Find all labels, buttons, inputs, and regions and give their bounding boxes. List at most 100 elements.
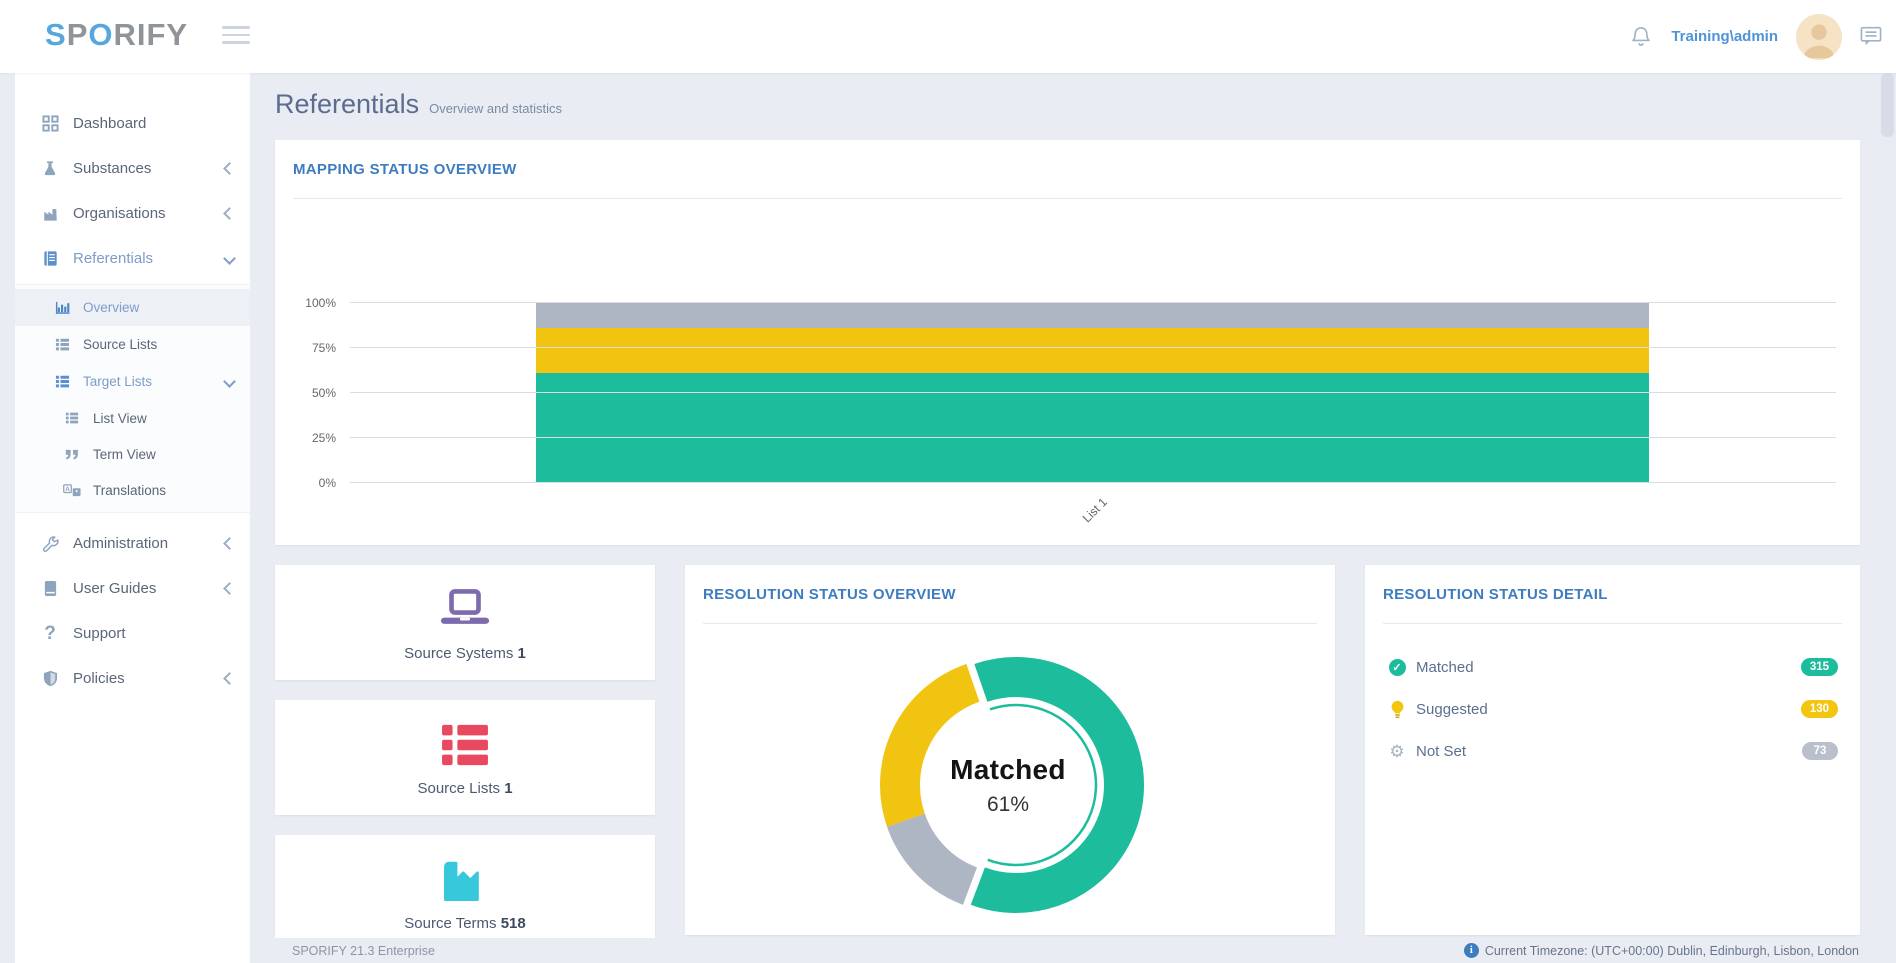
sidebar-item-organisations[interactable]: Organisations — [15, 191, 250, 236]
footer-timezone-text: Current Timezone: (UTC+00:00) Dublin, Ed… — [1484, 943, 1859, 958]
chevron-down-icon — [223, 252, 236, 265]
referentials-submenu: Overview Source Lists — [15, 284, 250, 513]
donut-chart[interactable]: Matched 61% — [858, 635, 1158, 935]
sidebar-item-label: User Guides — [73, 580, 157, 597]
stacked-bar[interactable] — [536, 303, 1649, 483]
sidebar-item-source-lists[interactable]: Source Lists — [15, 326, 250, 363]
card-title: MAPPING STATUS OVERVIEW — [293, 161, 517, 178]
scrollbar-thumb[interactable] — [1881, 73, 1894, 137]
sidebar-item-label: Overview — [83, 300, 140, 315]
footer-version: SPORIFY 21.3 Enterprise — [292, 943, 435, 958]
navbar-right-cluster: Training\admin — [1629, 0, 1882, 73]
gridline — [350, 437, 1836, 438]
question-mark-icon: ? — [44, 623, 56, 644]
stat-label-text: Source Terms — [404, 914, 497, 932]
card-divider — [293, 198, 1842, 199]
quotes-icon — [62, 449, 82, 460]
y-axis-tick-label: 100% — [305, 296, 336, 310]
sidebar-item-label: Dashboard — [73, 115, 147, 132]
y-axis-tick-label: 25% — [311, 431, 336, 445]
navbar: SPORIFY Training\admin — [0, 0, 1896, 73]
footer-timezone: i Current Timezone: (UTC+00:00) Dublin, … — [1463, 943, 1859, 958]
gridline — [350, 302, 1836, 303]
donut-slice-not-set[interactable] — [869, 646, 1147, 924]
donut-svg[interactable] — [858, 635, 1158, 935]
sidebar-item-label: Support — [73, 625, 126, 642]
avatar[interactable] — [1796, 13, 1842, 60]
stat-label: Source Lists 1 — [417, 780, 512, 797]
sidebar-item-label: Term View — [93, 446, 156, 462]
sidebar-item-label: Organisations — [73, 205, 166, 222]
resolution-detail-card: RESOLUTION STATUS DETAIL ✓ Matched 315 — [1365, 565, 1860, 935]
sidebar-item-list-view[interactable]: List View — [15, 400, 250, 436]
sporify-logo[interactable]: SPORIFY — [45, 17, 188, 53]
stat-label: Source Systems 1 — [404, 645, 526, 662]
list-icon — [52, 337, 72, 352]
sidebar: Dashboard Substances Organisations — [15, 73, 250, 963]
vertical-scrollbar[interactable] — [1879, 73, 1896, 963]
chevron-left-icon — [223, 207, 236, 220]
person-silhouette-icon — [1796, 13, 1842, 60]
sidebar-item-term-view[interactable]: Term View — [15, 436, 250, 472]
stat-label-text: Source Lists — [417, 779, 501, 797]
bar-segment-suggested[interactable] — [536, 328, 1649, 374]
detail-rows: ✓ Matched 315 Suggested 130 ⚙ — [1365, 624, 1860, 772]
mapping-status-card: MAPPING STATUS OVERVIEW List 1 0% 25% 50% 7… — [275, 140, 1860, 545]
sidebar-item-label: Source Lists — [83, 337, 158, 352]
chevron-down-icon — [223, 375, 236, 388]
chevron-left-icon — [223, 162, 236, 175]
sidebar-item-overview[interactable]: Overview — [15, 289, 250, 326]
source-terms-card: Source Terms 518 — [275, 835, 655, 950]
chevron-left-icon — [223, 537, 236, 550]
logo-letter-s: S — [45, 17, 67, 52]
page-title-text: Referentials — [275, 89, 420, 119]
sidebar-item-policies[interactable]: Policies — [15, 656, 250, 701]
bar-segment-not-set[interactable] — [536, 303, 1649, 329]
chevron-left-icon — [223, 672, 236, 685]
list-rows-icon — [440, 719, 490, 771]
count-badge: 73 — [1802, 742, 1838, 760]
detail-row-not-set[interactable]: ⚙ Not Set 73 — [1387, 730, 1838, 772]
user-menu[interactable]: Training\admin — [1671, 28, 1778, 45]
bulb-icon — [1387, 700, 1407, 719]
hamburger-menu-icon[interactable] — [222, 26, 250, 46]
logo-letter-p: P — [66, 17, 89, 52]
source-lists-card: Source Lists 1 — [275, 700, 655, 815]
card-divider — [1383, 623, 1842, 624]
gridline — [350, 392, 1836, 393]
notifications-bell-icon[interactable] — [1629, 25, 1653, 49]
sidebar-item-label: Translations — [93, 482, 167, 498]
stat-value: 518 — [500, 914, 526, 932]
sidebar-item-label: Referentials — [73, 250, 154, 267]
sidebar-item-target-lists[interactable]: Target Lists — [15, 363, 250, 400]
detail-row-matched[interactable]: ✓ Matched 315 — [1387, 646, 1838, 688]
source-systems-card: Source Systems 1 — [275, 565, 655, 680]
sidebar-item-user-guides[interactable]: User Guides — [15, 566, 250, 611]
sidebar-item-dashboard[interactable]: Dashboard — [15, 101, 250, 146]
book-icon — [40, 580, 60, 597]
sidebar-item-support[interactable]: ? Support — [15, 611, 250, 656]
chevron-left-icon — [223, 582, 236, 595]
sidebar-item-administration[interactable]: Administration — [15, 521, 250, 566]
logo-letter-o: O — [88, 17, 114, 52]
stat-label: Source Terms 518 — [404, 915, 525, 932]
count-badge: 130 — [1800, 700, 1838, 718]
page-subtitle: Overview and statistics — [429, 101, 563, 116]
detail-label: Suggested — [1416, 700, 1488, 718]
sidebar-item-substances[interactable]: Substances — [15, 146, 250, 191]
gear-icon: ⚙ — [1389, 741, 1405, 761]
sidebar-item-label: Policies — [73, 670, 125, 687]
sidebar-item-label: List View — [93, 410, 147, 426]
detail-label: Not Set — [1416, 742, 1467, 760]
bar-segment-matched[interactable] — [536, 373, 1649, 483]
detail-row-suggested[interactable]: Suggested 130 — [1387, 688, 1838, 730]
card-title: RESOLUTION STATUS OVERVIEW — [703, 586, 956, 603]
sidebar-item-referentials[interactable]: Referentials — [15, 236, 250, 281]
factory-large-icon — [440, 854, 490, 906]
svg-text:*: * — [75, 489, 78, 496]
chat-icon[interactable] — [1860, 26, 1882, 48]
stat-label-text: Source Systems — [404, 644, 514, 662]
sidebar-item-translations[interactable]: A * Translations — [15, 472, 250, 508]
card-title: RESOLUTION STATUS DETAIL — [1383, 586, 1608, 603]
